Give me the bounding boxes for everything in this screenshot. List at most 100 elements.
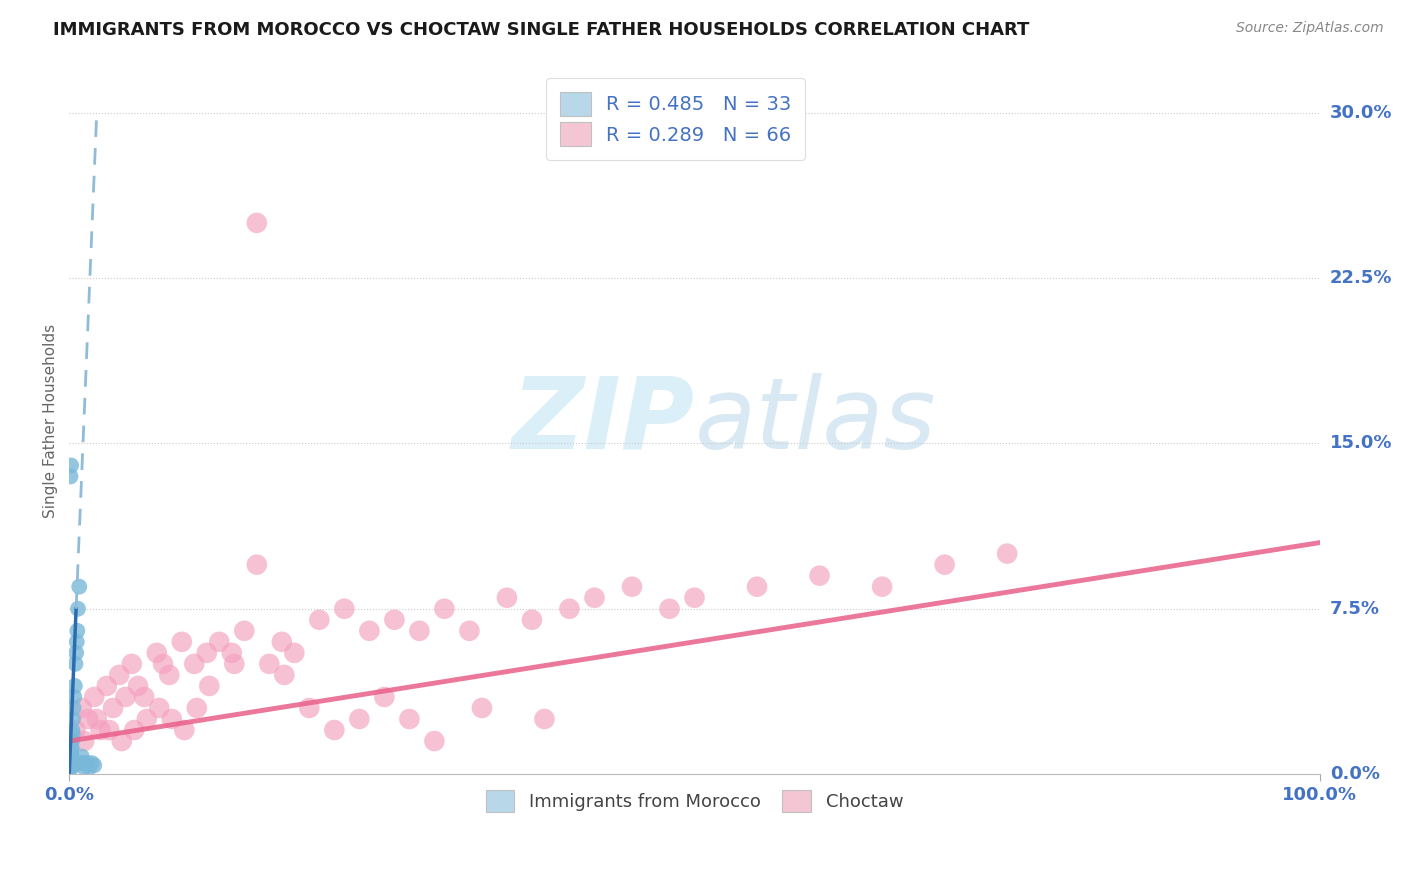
Point (298, 701, 321, 715)
Point (73, 760, 96, 774)
Point (72, 756, 94, 770)
Point (60, 734, 83, 748)
Point (121, 657, 143, 671)
Point (186, 701, 208, 715)
Point (433, 601, 456, 615)
Point (59, 754, 82, 768)
Point (66, 601, 89, 615)
Point (60, 458, 83, 473)
Point (114, 690, 136, 704)
Point (224, 657, 246, 671)
Text: 15.0%: 15.0% (1330, 434, 1392, 452)
Point (63, 690, 86, 704)
Text: IMMIGRANTS FROM MOROCCO VS CHOCTAW SINGLE FATHER HOUSEHOLDS CORRELATION CHART: IMMIGRANTS FROM MOROCCO VS CHOCTAW SINGL… (53, 21, 1029, 38)
Point (359, 624, 381, 638)
Point (148, 701, 170, 715)
Point (208, 635, 231, 649)
Point (65, 723, 87, 737)
Point (683, 591, 706, 605)
Point (496, 591, 519, 605)
Point (373, 690, 395, 704)
Point (83, 758, 105, 772)
Point (134, 690, 156, 704)
Point (934, 558, 956, 572)
Point (160, 712, 183, 726)
Point (745, 580, 768, 594)
Point (870, 580, 893, 594)
Legend: Immigrants from Morocco, Choctaw: Immigrants from Morocco, Choctaw (472, 778, 917, 825)
Point (246, 558, 269, 572)
Point (89, 723, 111, 737)
Point (270, 635, 292, 649)
Text: 30.0%: 30.0% (1330, 103, 1392, 121)
Point (59, 756, 82, 770)
Point (96, 679, 118, 693)
Point (62, 727, 84, 741)
Point (398, 712, 420, 726)
Text: Source: ZipAtlas.com: Source: ZipAtlas.com (1236, 21, 1384, 35)
Point (60, 723, 83, 737)
Point (111, 734, 134, 748)
Point (273, 668, 295, 682)
Text: ZIP: ZIP (512, 373, 695, 470)
Point (583, 591, 606, 605)
Point (73, 734, 96, 748)
Text: 22.5%: 22.5% (1330, 269, 1392, 287)
Text: atlas: atlas (695, 373, 936, 470)
Point (60, 740, 83, 755)
Point (423, 734, 446, 748)
Point (60, 749, 83, 764)
Point (69, 756, 91, 770)
Point (246, 216, 269, 230)
Point (77, 760, 100, 774)
Point (59, 760, 82, 774)
Point (101, 701, 124, 715)
Point (76, 756, 98, 770)
Point (65, 657, 87, 671)
Point (108, 668, 131, 682)
Point (183, 657, 205, 671)
Point (173, 723, 195, 737)
Point (65, 646, 87, 660)
Point (67, 580, 90, 594)
Point (233, 624, 256, 638)
Point (408, 624, 430, 638)
Point (349, 712, 371, 726)
Point (558, 601, 581, 615)
Point (333, 601, 356, 615)
Point (520, 613, 543, 627)
Point (620, 580, 643, 594)
Point (60, 760, 83, 774)
Point (195, 646, 218, 660)
Point (323, 723, 346, 737)
Point (157, 668, 180, 682)
Point (70, 701, 93, 715)
Point (62, 712, 84, 726)
Point (83, 690, 105, 704)
Point (135, 712, 157, 726)
Y-axis label: Single Father Households: Single Father Households (44, 325, 58, 518)
Point (152, 657, 174, 671)
Point (60, 745, 83, 759)
Text: 0.0%: 0.0% (1330, 765, 1379, 783)
Point (60, 756, 83, 770)
Point (458, 624, 481, 638)
Point (66, 635, 89, 649)
Point (283, 646, 305, 660)
Point (98, 723, 121, 737)
Point (59, 469, 82, 483)
Point (86, 712, 108, 726)
Point (995, 547, 1018, 561)
Point (59, 758, 82, 772)
Point (170, 635, 193, 649)
Point (533, 712, 555, 726)
Point (63, 679, 86, 693)
Point (259, 657, 281, 671)
Point (308, 613, 330, 627)
Point (382, 613, 405, 627)
Point (808, 568, 831, 582)
Point (146, 646, 169, 660)
Point (66, 624, 89, 638)
Text: 7.5%: 7.5% (1330, 599, 1379, 618)
Point (62, 758, 84, 772)
